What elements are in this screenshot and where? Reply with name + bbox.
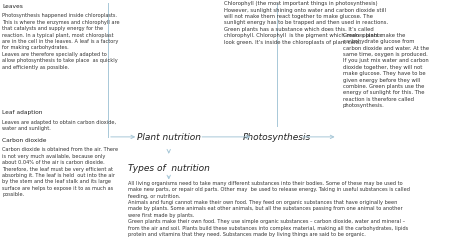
Text: Chlorophyll (the most important things in photosynthesis)
However, sunlight shin: Chlorophyll (the most important things i… [224, 1, 388, 45]
Text: Carbon dioxide: Carbon dioxide [2, 137, 47, 142]
Text: Photosynthesis happened inside chloroplasts.
This is where the enzymes and chlor: Photosynthesis happened inside chloropla… [2, 13, 120, 69]
Text: Leaves: Leaves [2, 4, 23, 9]
Text: Plant nutrition: Plant nutrition [137, 133, 201, 142]
Text: Leaf adaption: Leaf adaption [2, 110, 43, 115]
Text: Green  plants make the
carbohydrate glucose from
carbon dioxide and water. At th: Green plants make the carbohydrate gluco… [343, 33, 429, 108]
Text: Photosynthesis: Photosynthesis [243, 133, 311, 142]
Text: Types of  nutrition: Types of nutrition [128, 163, 210, 172]
Text: All living organisms need to take many different substances into their bodies. S: All living organisms need to take many d… [128, 180, 410, 236]
Text: Carbon dioxide is obtained from the air. There
is not very much available, becau: Carbon dioxide is obtained from the air.… [2, 147, 118, 197]
Text: Leaves are adapted to obtain carbon dioxide,
water and sunlight.: Leaves are adapted to obtain carbon diox… [2, 119, 117, 131]
